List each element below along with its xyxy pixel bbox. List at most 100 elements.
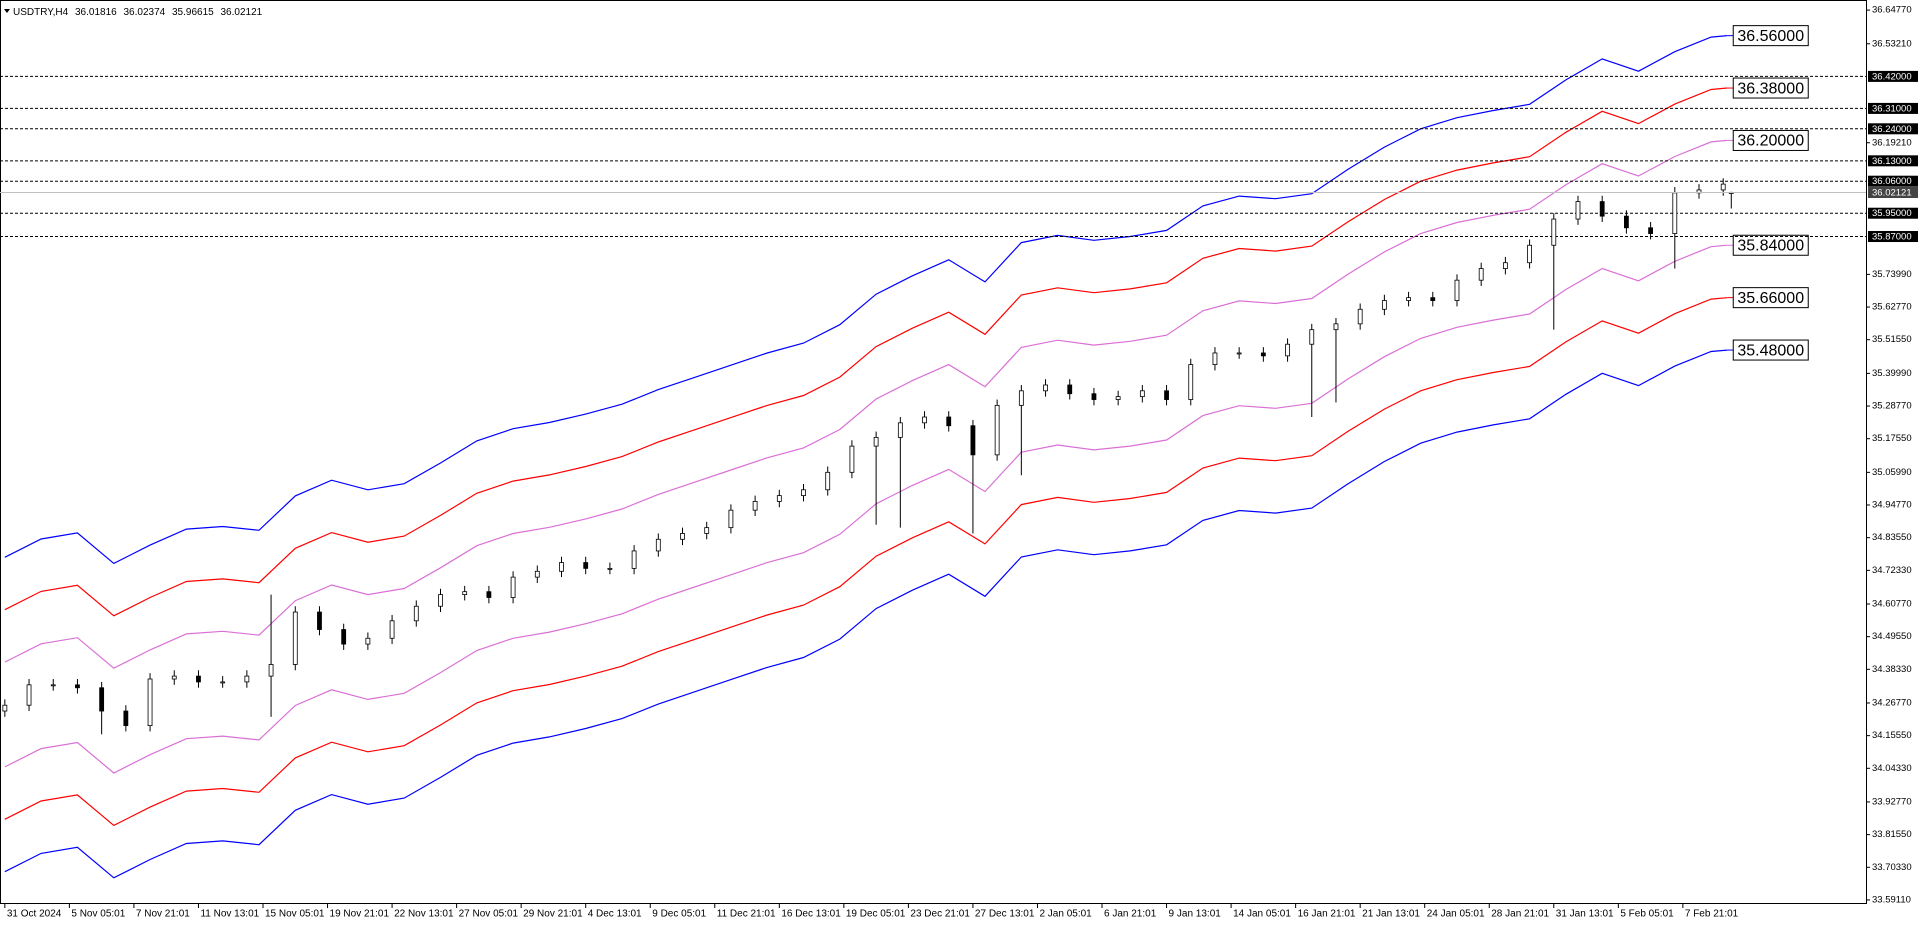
candle-body <box>2 704 8 712</box>
x-tick-label: 9 Jan 13:01 <box>1169 909 1222 920</box>
candle-body <box>1478 268 1484 281</box>
candle-body <box>389 620 395 639</box>
y-tick-label: 34.26770 <box>1872 697 1912 708</box>
x-tick-label: 14 Jan 05:01 <box>1233 909 1291 920</box>
candle-body <box>655 538 661 552</box>
band-line <box>4 297 1728 827</box>
y-tick-label: 36.19210 <box>1872 137 1912 148</box>
y-tick-label: 35.62770 <box>1872 302 1912 313</box>
candle-body <box>825 471 831 491</box>
candle-body <box>1043 384 1048 392</box>
candle-body <box>1164 390 1169 400</box>
candle-body <box>922 416 927 424</box>
x-tick-label: 7 Feb 21:01 <box>1685 909 1739 920</box>
candle-body <box>631 550 637 569</box>
candle-body <box>1091 393 1097 400</box>
candle-body <box>1406 297 1411 301</box>
end-label-box <box>1732 234 1809 256</box>
candle-body <box>1309 329 1315 345</box>
candle-body <box>99 687 105 712</box>
x-tick-label: 19 Dec 05:01 <box>846 909 906 920</box>
candle-body <box>1139 390 1145 398</box>
candle-body <box>1236 352 1242 355</box>
candle-body <box>75 684 80 689</box>
level-axis-label: 35.87000 <box>1872 232 1912 243</box>
candle-body <box>1551 218 1557 246</box>
candle-body <box>1115 396 1121 400</box>
candle-body <box>50 684 56 687</box>
candle-body <box>559 562 564 572</box>
end-label-box <box>1732 129 1809 151</box>
candle-body <box>1260 352 1266 357</box>
x-tick-label: 2 Jan 05:01 <box>1039 909 1092 920</box>
x-tick-label: 27 Nov 05:01 <box>459 909 519 920</box>
end-label-box <box>1732 339 1809 361</box>
y-tick-label: 33.81550 <box>1872 829 1912 840</box>
candle-body <box>1720 183 1726 191</box>
candle-body <box>728 509 734 529</box>
candle-body <box>196 675 201 683</box>
candle-body <box>1333 323 1339 331</box>
candle-body <box>413 605 419 622</box>
y-tick-label: 34.49550 <box>1872 631 1912 642</box>
candle-body <box>510 576 516 598</box>
candle-body <box>1357 308 1363 325</box>
candle-body <box>123 710 129 726</box>
x-tick-label: 16 Jan 21:01 <box>1298 909 1356 920</box>
y-tick-label: 34.15550 <box>1872 730 1912 741</box>
chart-title: USDTRY,H4 <box>13 7 69 18</box>
y-tick-label: 35.51550 <box>1872 334 1912 345</box>
collapse-icon <box>4 9 10 13</box>
current-price-label: 36.02121 <box>1872 188 1912 199</box>
y-tick-label: 36.64770 <box>1872 5 1912 16</box>
candle-body <box>147 678 153 726</box>
candle-body <box>583 562 589 569</box>
candle-body <box>317 611 322 630</box>
candle-body <box>994 404 1000 456</box>
level-axis-label: 36.42000 <box>1872 71 1912 82</box>
y-tick-label: 33.70330 <box>1872 862 1912 873</box>
candle-body <box>1575 201 1581 220</box>
x-tick-label: 31 Jan 13:01 <box>1556 909 1614 920</box>
y-tick-label: 34.94770 <box>1872 500 1912 511</box>
level-axis-box <box>1868 155 1918 167</box>
candle-body <box>268 664 274 677</box>
candle-body <box>1381 300 1387 310</box>
y-tick-label: 34.04330 <box>1872 763 1912 774</box>
end-label: 36.56000 <box>1737 28 1804 45</box>
x-tick-label: 5 Feb 05:01 <box>1620 909 1674 920</box>
candle-body <box>462 591 468 595</box>
x-tick-label: 11 Dec 21:01 <box>717 909 776 920</box>
candle-body <box>534 570 540 578</box>
close-value: 36.02121 <box>221 7 263 18</box>
candle-body <box>1188 364 1194 400</box>
level-axis-box <box>1868 175 1918 187</box>
level-axis-label: 36.24000 <box>1872 124 1912 135</box>
open-value: 36.01816 <box>75 7 117 18</box>
candle-body <box>220 681 226 684</box>
x-tick-label: 31 Oct 2024 <box>7 909 62 920</box>
x-tick-label: 22 Nov 13:01 <box>394 909 454 920</box>
x-tick-label: 23 Dec 21:01 <box>910 909 970 920</box>
end-label: 36.38000 <box>1737 80 1804 97</box>
end-label-box <box>1732 77 1809 99</box>
level-axis-label: 35.95000 <box>1872 208 1912 219</box>
level-axis-box <box>1868 231 1918 243</box>
y-tick-label: 34.72330 <box>1872 565 1912 576</box>
level-axis-label: 36.31000 <box>1872 103 1912 114</box>
candle-body <box>801 489 806 497</box>
candle-body <box>486 591 492 598</box>
candle-body <box>1285 343 1290 357</box>
x-tick-label: 11 Nov 13:01 <box>200 909 259 920</box>
level-axis-box <box>1868 102 1918 114</box>
candle-body <box>776 495 782 502</box>
x-tick-label: 9 Dec 05:01 <box>652 909 706 920</box>
current-price-box <box>1868 186 1918 198</box>
band-line <box>4 139 1728 669</box>
candle-body <box>292 611 298 665</box>
y-tick-label: 34.38330 <box>1872 664 1912 675</box>
candle-body <box>1018 390 1024 406</box>
end-label: 35.48000 <box>1737 342 1804 359</box>
